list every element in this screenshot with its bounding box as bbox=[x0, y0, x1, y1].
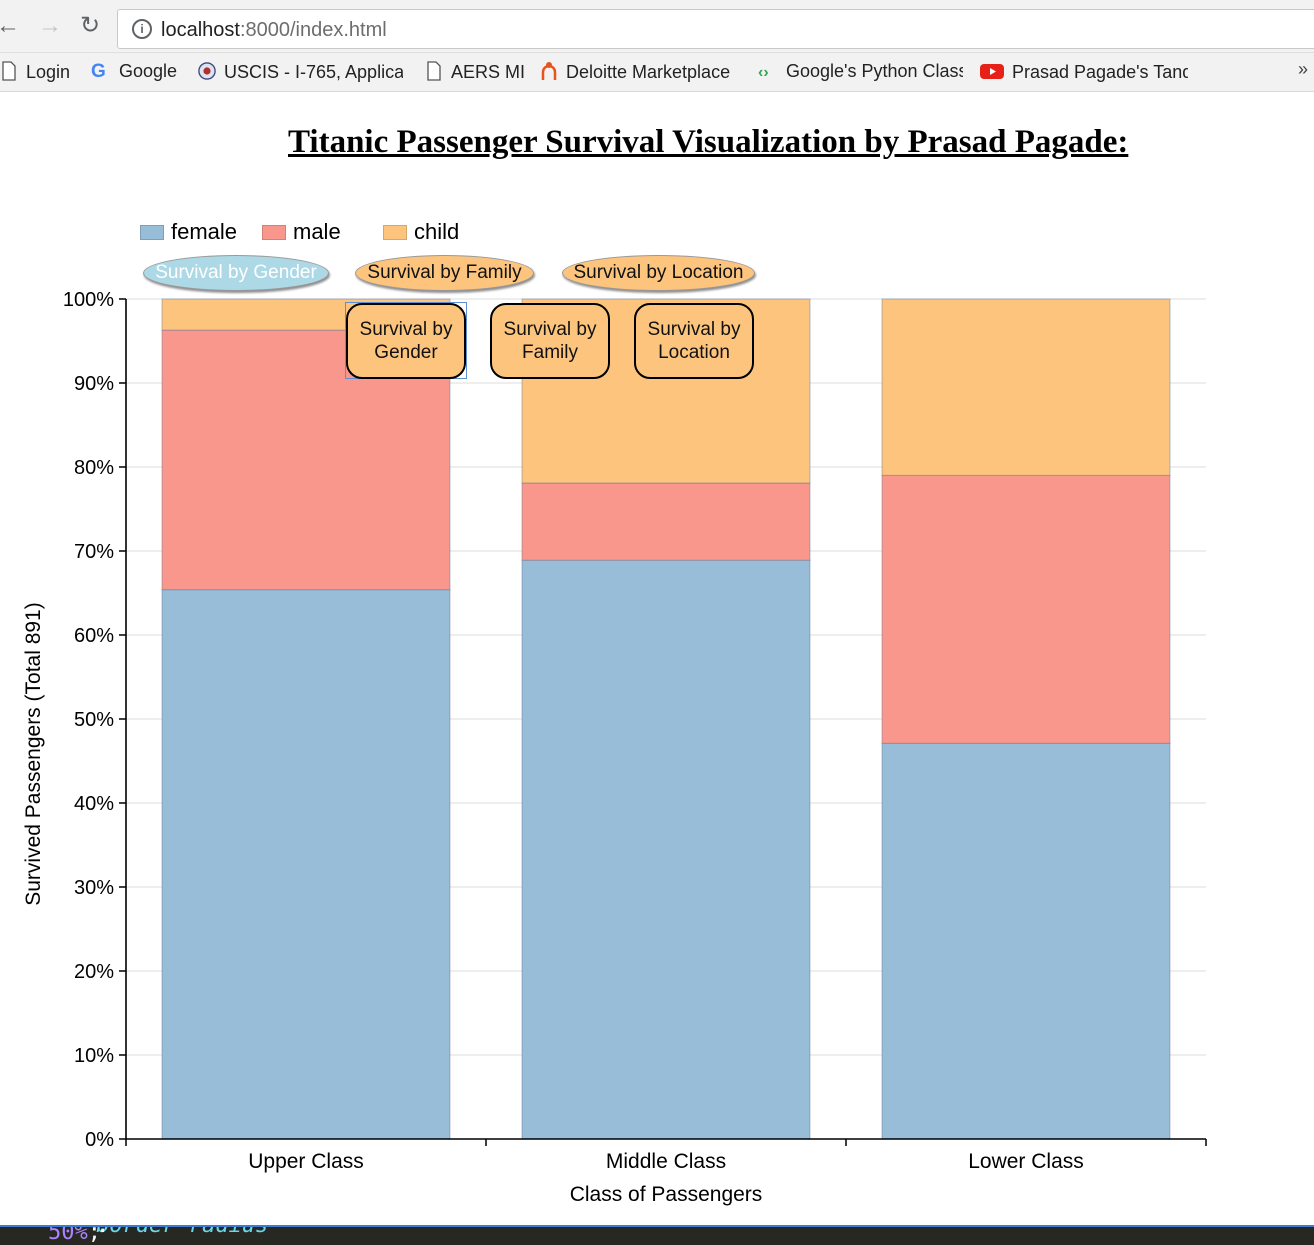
code-line: border-radius: 50%; bbox=[48, 1225, 268, 1245]
bar-female bbox=[521, 559, 811, 1140]
bookmark-label: Deloitte Marketplace bbox=[566, 62, 731, 82]
y-tick-label: 100% bbox=[63, 289, 114, 311]
x-tick-label: Upper Class bbox=[248, 1150, 364, 1173]
annotation-location[interactable]: Survival by Location bbox=[634, 303, 754, 379]
y-tick-label: 20% bbox=[74, 961, 114, 983]
page-icon bbox=[2, 61, 16, 81]
annotation-line: Gender bbox=[374, 342, 438, 363]
url-host: localhost bbox=[161, 19, 240, 41]
code-semicolon: ; bbox=[87, 1225, 101, 1245]
bar-child bbox=[881, 298, 1171, 476]
legend-label: male bbox=[293, 219, 341, 244]
x-axis-title: Class of Passengers bbox=[570, 1183, 763, 1206]
annotation-line: Survival by bbox=[503, 319, 597, 340]
bookmark-python-class[interactable]: ‹› Google's Python Class bbox=[758, 61, 963, 83]
bookmarks-bar: Login G Google USCIS - I-765, Applica AER… bbox=[0, 53, 1314, 92]
bar-male bbox=[521, 482, 811, 561]
annotation-family[interactable]: Survival by Family bbox=[490, 303, 610, 379]
page-icon bbox=[427, 61, 441, 81]
y-tick-label: 0% bbox=[85, 1129, 114, 1151]
bookmark-deloitte[interactable]: Deloitte Marketplace bbox=[540, 61, 740, 83]
google-icon: G bbox=[91, 61, 106, 82]
x-tick-label: Middle Class bbox=[606, 1150, 726, 1173]
uscis-seal-icon bbox=[198, 62, 216, 80]
forward-arrow-icon[interactable]: → bbox=[38, 12, 62, 39]
browser-toolbar: ← → ↻ i localhost:8000/index.html bbox=[0, 0, 1314, 53]
marketplace-icon bbox=[541, 62, 557, 80]
y-tick-label: 70% bbox=[74, 541, 114, 563]
page-title: Titanic Passenger Survival Visualization… bbox=[288, 124, 1129, 160]
info-icon[interactable]: i bbox=[132, 19, 152, 39]
annotation-line: Family bbox=[522, 342, 578, 363]
bookmark-label: Google's Python Class bbox=[786, 61, 963, 81]
code-brackets-icon: ‹› bbox=[758, 64, 769, 81]
bookmark-google[interactable]: G Google bbox=[91, 61, 186, 83]
bookmark-label: AERS MI bbox=[451, 62, 525, 82]
youtube-icon bbox=[980, 64, 1004, 79]
back-arrow-icon[interactable]: ← bbox=[0, 12, 20, 39]
survival-by-gender-button[interactable]: Survival by Gender bbox=[143, 255, 329, 291]
bookmark-youtube[interactable]: Prasad Pagade's Tand bbox=[980, 61, 1188, 83]
address-bar[interactable]: i localhost:8000/index.html bbox=[117, 9, 1314, 49]
bookmark-login[interactable]: Login bbox=[0, 61, 78, 83]
y-tick-label: 90% bbox=[74, 373, 114, 395]
bookmark-label: Login bbox=[26, 62, 71, 82]
y-tick-label: 10% bbox=[74, 1045, 114, 1067]
legend-swatch-female bbox=[140, 225, 164, 240]
survival-by-family-button[interactable]: Survival by Family bbox=[355, 255, 534, 291]
y-axis-title: Survived Passengers (Total 891) bbox=[22, 602, 45, 906]
reload-icon[interactable]: ↻ bbox=[80, 12, 101, 39]
bar-male bbox=[881, 474, 1171, 744]
bookmark-label: USCIS - I-765, Applica bbox=[224, 62, 403, 82]
survival-by-location-button[interactable]: Survival by Location bbox=[562, 255, 755, 291]
annotation-line: Survival by bbox=[359, 319, 453, 340]
legend-label: female bbox=[171, 219, 238, 244]
y-tick-label: 50% bbox=[74, 709, 114, 731]
y-tick-label: 80% bbox=[74, 457, 114, 479]
url-text: localhost:8000/index.html bbox=[161, 19, 387, 42]
annotation-line: Survival by bbox=[647, 319, 741, 340]
bookmark-label: Google bbox=[119, 61, 178, 81]
url-path: :8000/index.html bbox=[239, 19, 387, 41]
legend-swatch-child bbox=[383, 225, 407, 240]
x-tick-label: Lower Class bbox=[968, 1150, 1084, 1173]
bar-female bbox=[881, 742, 1171, 1140]
annotation-gender[interactable]: Survival by Gender bbox=[346, 303, 466, 379]
legend-label: child bbox=[414, 219, 460, 244]
code-value: 50% bbox=[48, 1225, 88, 1245]
y-tick-label: 40% bbox=[74, 793, 114, 815]
bookmark-uscis[interactable]: USCIS - I-765, Applica bbox=[198, 61, 403, 83]
code-colon: : bbox=[96, 1225, 110, 1238]
bookmark-aers[interactable]: AERS MI bbox=[425, 61, 525, 83]
y-tick-label: 30% bbox=[74, 877, 114, 899]
y-tick-label: 60% bbox=[74, 625, 114, 647]
bar-female bbox=[161, 589, 451, 1140]
more-bookmarks-icon[interactable]: » bbox=[1297, 59, 1308, 79]
bookmark-label: Prasad Pagade's Tand bbox=[1012, 62, 1188, 82]
annotation-line: Location bbox=[658, 342, 730, 363]
legend-swatch-male bbox=[262, 225, 286, 240]
editor-code-strip: border-radius: 50%; bbox=[0, 1225, 1314, 1245]
code-property: border-radius bbox=[96, 1225, 269, 1238]
